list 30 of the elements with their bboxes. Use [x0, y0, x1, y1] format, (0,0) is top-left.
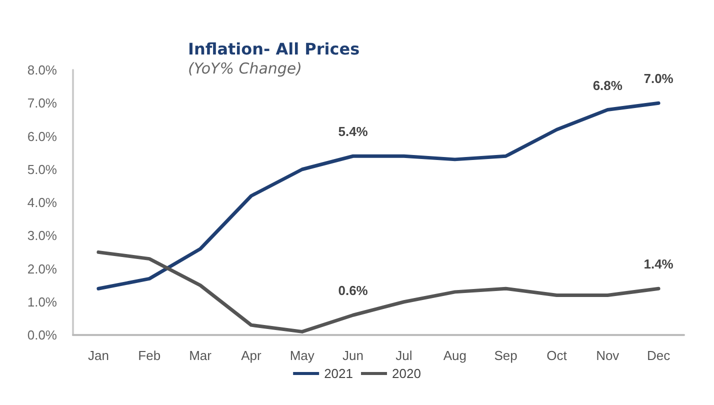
x-tick-label: Jun	[342, 348, 364, 363]
y-tick-label: 2.0%	[27, 261, 58, 276]
x-tick-label: Dec	[646, 348, 671, 363]
x-tick-label: Jan	[88, 348, 109, 363]
x-tick-label: Mar	[189, 348, 212, 363]
x-tick-label: Feb	[138, 348, 161, 363]
x-tick-label: Sep	[494, 348, 518, 363]
x-tick-label: May	[290, 348, 315, 363]
y-tick-label: 3.0%	[27, 228, 58, 244]
data-label: 6.8%	[592, 78, 623, 93]
x-tick-label: Oct	[546, 348, 568, 363]
x-tick-label: Nov	[596, 348, 620, 363]
y-tick-label: 6.0%	[27, 128, 58, 144]
data-label: 5.4%	[338, 124, 368, 140]
x-tick-label: Apr	[241, 348, 262, 363]
y-tick-label: 1.0%	[27, 294, 58, 310]
y-tick-label: 0.0%	[27, 328, 58, 342]
data-label: 0.6%	[338, 283, 368, 298]
chart-subtitle: (YoY% Change)	[188, 60, 302, 78]
y-tick-label: 5.0%	[27, 162, 58, 177]
data-label: 7.0%	[644, 71, 674, 86]
x-tick-label: Aug	[443, 348, 466, 363]
legend-label: 2021	[324, 366, 353, 381]
y-tick-label: 7.0%	[27, 96, 58, 111]
chart-title: Inflation- All Prices	[188, 40, 360, 58]
x-tick-label: Jul	[396, 348, 412, 363]
y-tick-label: 4.0%	[27, 195, 58, 210]
legend-label: 2020	[392, 366, 421, 381]
y-tick-label: 8.0%	[27, 62, 58, 78]
data-label: 1.4%	[644, 256, 674, 272]
